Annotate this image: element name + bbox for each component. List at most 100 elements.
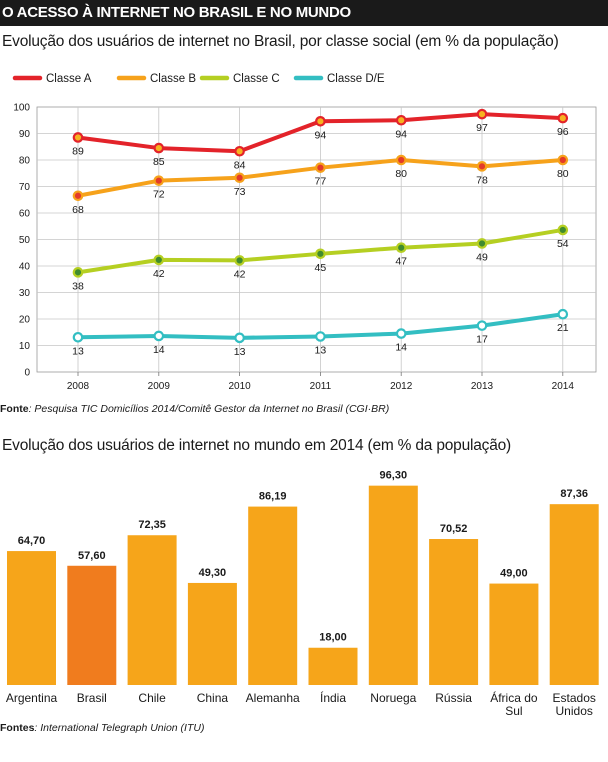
bar-category-label: Índia (320, 690, 346, 705)
data-point-2 (234, 255, 245, 266)
data-point-3 (72, 331, 84, 343)
data-label-2: 54 (557, 238, 569, 250)
y-tick-label: 40 (19, 262, 31, 273)
bar-value-label: 96,30 (380, 470, 408, 482)
bar-8 (489, 583, 539, 685)
data-label-0: 84 (234, 159, 246, 171)
data-label-1: 77 (315, 176, 327, 188)
data-point-0 (315, 116, 326, 127)
data-point-2 (557, 224, 569, 236)
data-point-1 (234, 172, 245, 184)
bar-chart-title: Evolução dos usuários de internet no mun… (2, 437, 512, 454)
line-chart-title: Evolução dos usuários de internet no Bra… (2, 33, 559, 50)
data-point-1 (395, 154, 407, 166)
bar-value-label: 18,00 (319, 632, 347, 644)
y-tick-label: 10 (19, 341, 31, 352)
data-point-0 (234, 145, 245, 157)
line-source-label: Fonte (0, 403, 29, 415)
x-tick-label: 2010 (228, 381, 251, 392)
data-point-3 (476, 320, 488, 331)
data-point-2 (153, 254, 165, 266)
data-label-2: 45 (315, 262, 327, 274)
data-label-0: 85 (153, 156, 165, 168)
x-tick-label: 2013 (471, 381, 494, 392)
bar-category-label: China (197, 691, 229, 705)
bar-source-label: Fontes (0, 722, 35, 734)
data-label-0: 96 (557, 126, 569, 138)
data-label-3: 13 (315, 344, 327, 356)
bar-value-label: 49,30 (199, 567, 227, 579)
y-tick-label: 30 (19, 288, 31, 299)
data-label-3: 14 (395, 342, 407, 354)
data-label-1: 78 (476, 174, 488, 186)
bar-category-label: Brasil (77, 691, 107, 705)
data-label-2: 38 (72, 280, 84, 292)
bar-category-label: Rússia (435, 691, 472, 705)
header-title: O ACESSO À INTERNET NO BRASIL E NO MUNDO (2, 4, 351, 21)
data-point-2 (395, 242, 407, 254)
bar-value-label: 49,00 (500, 568, 528, 580)
data-point-0 (557, 112, 569, 124)
data-label-3: 17 (476, 334, 488, 346)
bar-chart-source: Fontes: International Telegraph Union (I… (0, 722, 204, 734)
data-label-2: 47 (395, 256, 407, 268)
data-point-2 (315, 248, 326, 260)
y-tick-label: 100 (13, 103, 30, 114)
data-label-0: 94 (395, 128, 407, 140)
data-label-1: 73 (234, 186, 246, 198)
line-source-text: : Pesquisa TIC Domicílios 2014/Comitê Ge… (28, 403, 390, 415)
data-point-3 (395, 328, 407, 339)
data-label-3: 21 (557, 322, 569, 334)
data-label-0: 97 (476, 122, 488, 134)
data-point-0 (153, 142, 165, 154)
data-label-3: 13 (234, 346, 246, 358)
data-label-2: 49 (476, 251, 488, 263)
bar-value-label: 70,52 (440, 523, 468, 535)
x-tick-label: 2008 (67, 381, 90, 392)
bar-7 (429, 539, 479, 685)
data-label-1: 80 (557, 168, 569, 180)
data-point-2 (72, 267, 84, 278)
data-point-0 (72, 132, 84, 143)
x-tick-label: 2011 (310, 381, 332, 392)
data-point-1 (153, 175, 165, 186)
legend-label-2: Classe C (233, 73, 280, 85)
x-tick-label: 2009 (148, 381, 171, 392)
bar-category-label: Sul (505, 704, 522, 718)
data-label-2: 42 (153, 268, 165, 280)
data-point-2 (476, 238, 488, 249)
data-point-1 (476, 161, 488, 172)
bar-source-text: : International Telegraph Union (ITU) (34, 722, 205, 734)
header-bar: O ACESSO À INTERNET NO BRASIL E NO MUNDO (0, 0, 608, 26)
bar-category-label: Argentina (6, 691, 58, 705)
line-chart-source: Fonte: Pesquisa TIC Domicílios 2014/Comi… (0, 403, 389, 415)
y-tick-label: 60 (19, 209, 31, 220)
bar-value-label: 86,19 (259, 491, 287, 503)
data-point-0 (395, 114, 407, 126)
bar-value-label: 64,70 (18, 535, 46, 547)
line-chart: Classe A Classe B Classe C Classe D/E 0 10 20 3… (12, 73, 597, 392)
y-tick-label: 50 (19, 235, 31, 246)
bar-2 (127, 535, 177, 685)
bar-0 (7, 551, 56, 685)
y-tick-label: 90 (19, 129, 31, 140)
bar-category-label: África do (490, 690, 538, 705)
bar-value-label: 87,36 (560, 488, 588, 500)
data-label-0: 94 (315, 129, 327, 141)
y-tick-label: 70 (19, 182, 31, 193)
data-label-3: 13 (72, 345, 84, 357)
y-tick-label: 80 (19, 156, 31, 167)
legend-label-3: Classe D/E (327, 73, 385, 85)
bar-category-label: Estados (553, 691, 596, 705)
data-point-3 (153, 330, 165, 342)
data-label-1: 68 (72, 204, 84, 216)
y-tick-label: 20 (19, 315, 31, 326)
data-point-1 (557, 154, 569, 166)
bar-category-label: Alemanha (246, 691, 300, 705)
data-point-1 (72, 190, 84, 202)
data-label-1: 80 (395, 168, 407, 180)
bar-4 (248, 506, 298, 685)
data-point-3 (315, 331, 326, 342)
data-label-3: 14 (153, 344, 165, 356)
bar-value-label: 57,60 (78, 550, 106, 562)
